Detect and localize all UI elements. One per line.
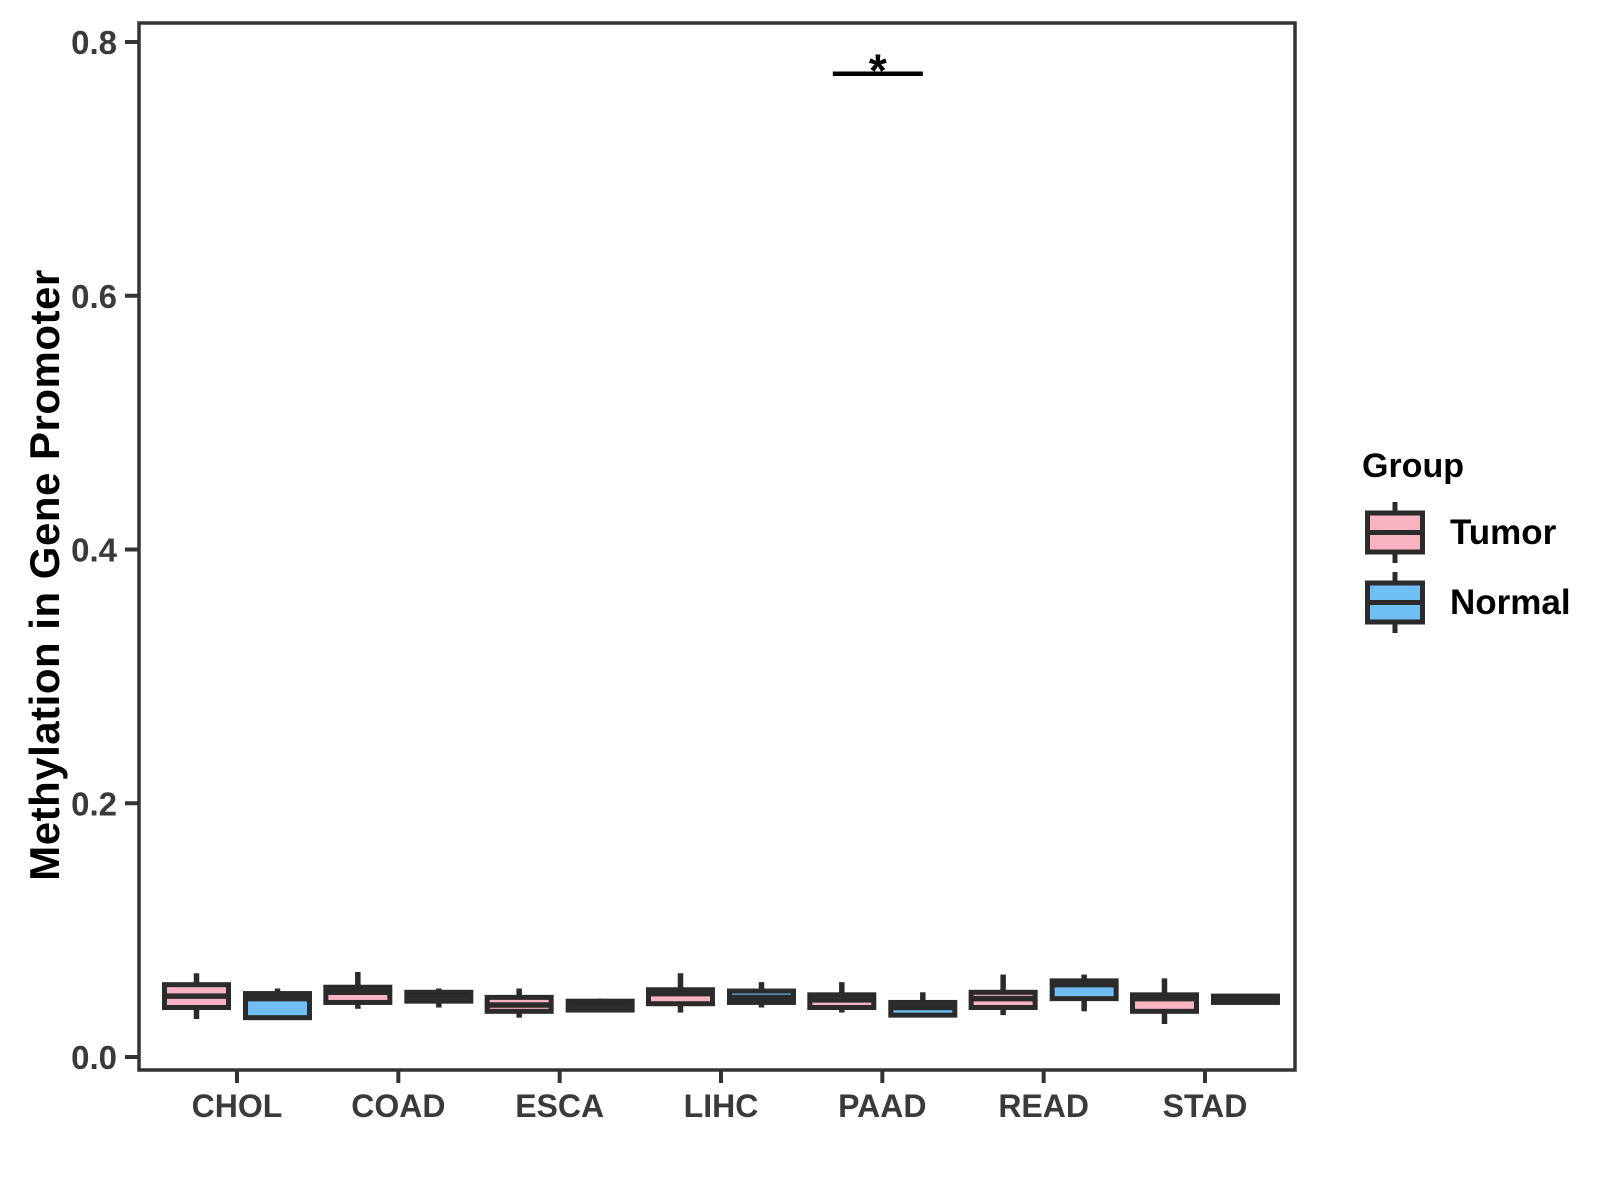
legend-label-tumor: Tumor	[1450, 513, 1557, 552]
plot-panel	[137, 21, 1297, 1072]
legend-label-normal: Normal	[1450, 583, 1571, 622]
normal-boxplot-key-icon	[1365, 572, 1425, 633]
y-tick-label: 0.8	[71, 24, 117, 61]
legend: Group Tumor Normal	[1362, 446, 1571, 636]
x-tick-label-esca: ESCA	[515, 1088, 604, 1124]
y-axis-title: Methylation in Gene Promoter	[21, 269, 68, 881]
legend-item-normal: Normal	[1362, 570, 1571, 636]
y-tick-label: 0.0	[71, 1039, 117, 1076]
x-tick-label-coad: COAD	[351, 1088, 445, 1124]
x-tick-label-paad: PAAD	[838, 1088, 926, 1124]
x-tick-label-stad: STAD	[1163, 1088, 1248, 1124]
y-tick-label: 0.2	[71, 785, 117, 822]
legend-title: Group	[1362, 447, 1464, 485]
x-tick-label-read: READ	[998, 1088, 1089, 1124]
significance-star: *	[869, 45, 887, 97]
tumor-boxplot-key-icon	[1365, 502, 1425, 563]
x-tick-label-chol: CHOL	[192, 1088, 283, 1124]
y-tick-label: 0.4	[71, 532, 118, 569]
y-tick-label: 0.6	[71, 278, 117, 315]
x-tick-label-lihc: LIHC	[684, 1088, 759, 1124]
legend-item-tumor: Tumor	[1362, 500, 1571, 566]
